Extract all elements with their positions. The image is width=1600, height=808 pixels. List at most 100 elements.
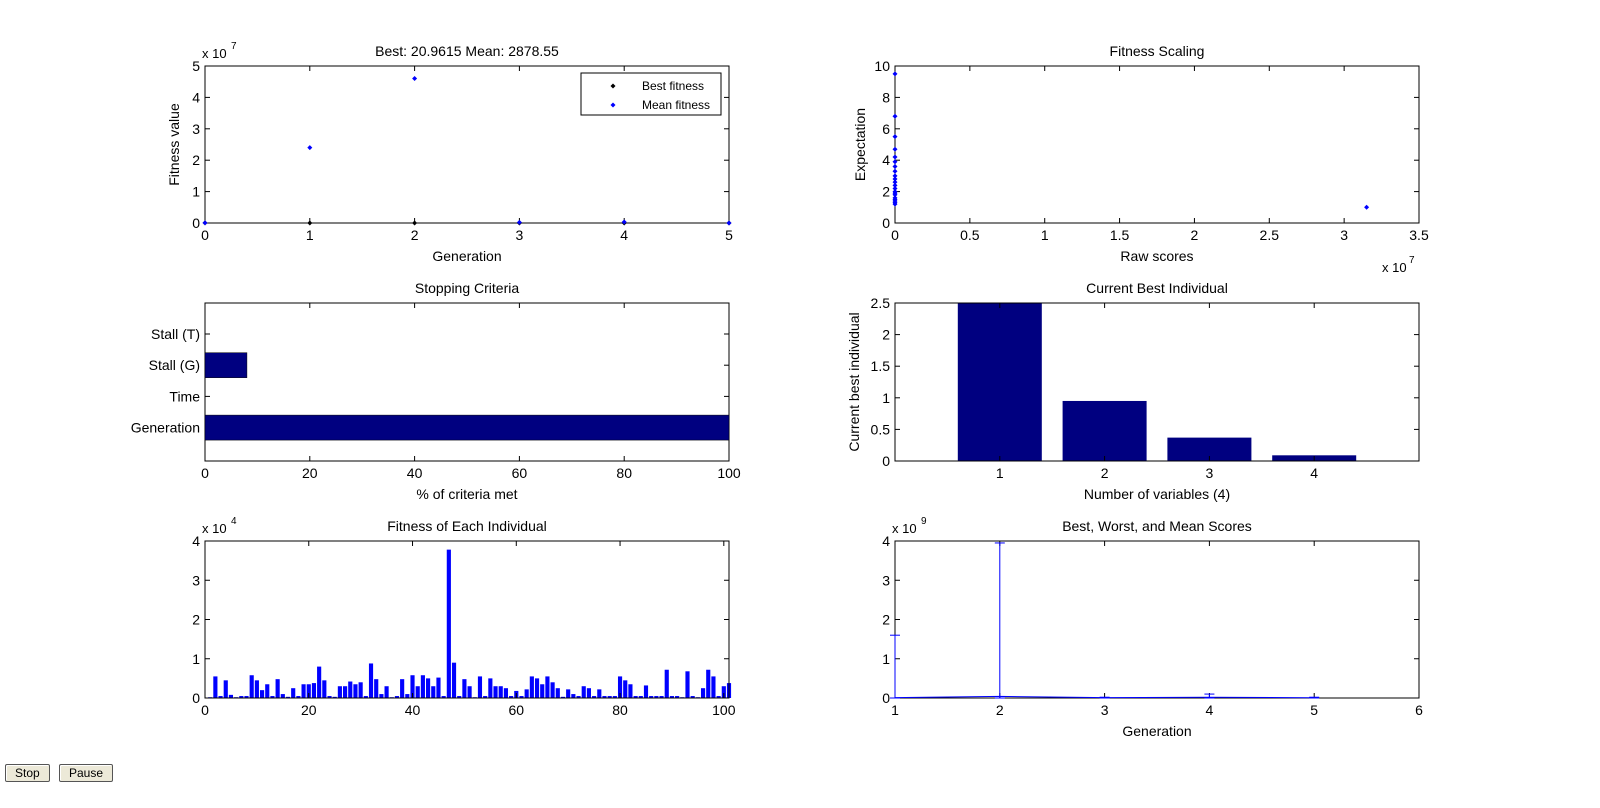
fitness-each-bar (617, 676, 623, 698)
fitness-value-xtick-label: 2 (411, 227, 419, 243)
current-best-bar (1062, 400, 1147, 461)
fitness-each-bar (317, 666, 322, 698)
fitness-each-bar (420, 675, 425, 698)
fitness-scaling-point (892, 168, 898, 174)
best-worst-mean-axes-box (894, 540, 1420, 699)
fitness-each-bar (306, 684, 311, 698)
fitness-each-xtick-label: 100 (712, 702, 736, 718)
fitness-each-bar (483, 696, 488, 698)
fitness-each-bar (431, 686, 436, 698)
fitness-value-ytick-label: 1 (192, 184, 200, 200)
fitness-each-bar (716, 696, 721, 698)
fitness-scaling-xtick-label: 2 (1191, 227, 1199, 243)
fitness-scaling-point (892, 182, 898, 188)
best-worst-mean-xtick-label: 6 (1415, 702, 1423, 718)
fitness-each-xtick-label: 80 (612, 702, 628, 718)
fitness-scaling-ytick-label: 4 (882, 152, 890, 168)
fitness-each-bar (685, 671, 690, 698)
fitness-scaling-x-exponent-power: 7 (1409, 255, 1415, 266)
fitness-each-bar (529, 676, 534, 698)
fitness-value-y-exponent-power: 7 (231, 41, 237, 52)
fitness-each-bar (296, 696, 301, 698)
fitness-scaling-xtick-label: 1.5 (1110, 227, 1130, 243)
fitness-scaling-xtick-label: 0.5 (960, 227, 980, 243)
best-worst-mean-xtick-label: 3 (1101, 702, 1109, 718)
current-best-title: Current Best Individual (1086, 280, 1228, 296)
fitness-each-bar (607, 696, 612, 698)
fitness-value-point-mean (307, 145, 313, 151)
fitness-each-bar (566, 689, 571, 698)
fitness-scaling-point (892, 179, 898, 185)
current-best-ytick-label: 0.5 (871, 421, 891, 437)
fitness-scaling-point (892, 163, 898, 169)
fitness-each-bar (337, 686, 342, 698)
current-best-ylabel: Current best individual (846, 312, 862, 451)
fitness-each-bar (249, 675, 254, 698)
stopping-criteria-xtick-label: 40 (407, 465, 423, 481)
fitness-value-xtick-label: 1 (306, 227, 314, 243)
fitness-each-bar (213, 676, 218, 698)
fitness-each-bar (534, 678, 540, 698)
fitness-each-ytick-label: 2 (192, 612, 200, 628)
stop-button[interactable]: Stop (5, 764, 50, 782)
fitness-each-y-exponent-power: 4 (231, 516, 237, 527)
fitness-each-bar (275, 679, 280, 698)
best-worst-mean-xtick-label: 4 (1206, 702, 1214, 718)
best-worst-mean-xtick-label: 1 (891, 702, 899, 718)
fitness-scaling-xtick-label: 0 (891, 227, 899, 243)
fitness-each-bar (581, 686, 586, 698)
fitness-each-xtick-label: 0 (201, 702, 209, 718)
fitness-each-bar (560, 696, 566, 698)
stopping-criteria-category-label: Generation (131, 420, 200, 436)
fitness-each-bar (467, 686, 472, 698)
fitness-value-ytick-label: 3 (192, 121, 200, 137)
fitness-value-point-best (412, 220, 418, 226)
fitness-each-bar (550, 682, 555, 698)
fitness-each-bar (327, 696, 332, 698)
fitness-scaling-point (892, 185, 898, 191)
current-best-bar (1167, 437, 1252, 461)
fitness-scaling-xlabel: Raw scores (1120, 248, 1193, 264)
fitness-each-bar (659, 696, 664, 698)
fitness-each-bar (664, 669, 669, 698)
fitness-scaling-ytick-label: 6 (882, 121, 890, 137)
current-best-ytick-label: 1 (882, 390, 890, 406)
fitness-each-ytick-label: 4 (192, 533, 200, 549)
stopping-criteria-xtick-label: 60 (512, 465, 528, 481)
fitness-value-xlabel: Generation (432, 248, 501, 264)
fitness-scaling-xtick-label: 3.5 (1409, 227, 1429, 243)
fitness-each-bar (721, 686, 726, 698)
fitness-each-bar (270, 696, 275, 698)
fitness-scaling-point (892, 146, 898, 152)
best-worst-mean-title: Best, Worst, and Mean Scores (1062, 518, 1252, 534)
fitness-value-legend-marker (610, 102, 616, 108)
fitness-each-bar (223, 680, 228, 698)
stopping-criteria-axes-box (204, 302, 730, 462)
fitness-each-ytick-label: 1 (192, 651, 200, 667)
stopping-criteria-category-label: Stall (G) (149, 357, 200, 373)
fitness-each-bar (265, 684, 270, 698)
fitness-scaling-point (1364, 204, 1370, 210)
fitness-each-axes-box (204, 540, 730, 699)
fitness-each-bar (332, 696, 337, 698)
fitness-each-bar (628, 684, 633, 698)
current-best-xtick-label: 3 (1206, 465, 1214, 481)
fitness-scaling-ytick-label: 0 (882, 215, 890, 231)
fitness-each-bar (358, 682, 363, 698)
fitness-each-bar (643, 685, 649, 698)
fitness-scaling-xtick-label: 3 (1340, 227, 1348, 243)
stopping-criteria-xtick-label: 20 (302, 465, 318, 481)
current-best-xtick-label: 4 (1310, 465, 1318, 481)
fitness-value-point-mean (621, 219, 627, 225)
fitness-each-ytick-label: 0 (192, 690, 200, 706)
fitness-each-bar (649, 696, 654, 698)
fitness-each-bar (285, 696, 291, 698)
fitness-value-legend-label: Best fitness (642, 79, 704, 93)
stopping-criteria-xtick-label: 0 (201, 465, 209, 481)
fitness-value-xtick-label: 0 (201, 227, 209, 243)
fitness-each-bar (384, 686, 389, 698)
best-worst-mean-xlabel: Generation (1122, 723, 1191, 739)
pause-button[interactable]: Pause (59, 764, 114, 782)
fitness-each-bar (254, 680, 259, 698)
